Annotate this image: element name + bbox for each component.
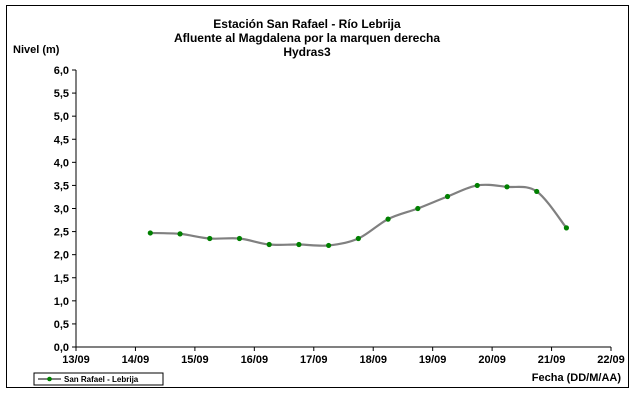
x-tick-label: 15/09 — [181, 354, 209, 366]
y-tick-label: 6,0 — [54, 65, 69, 77]
data-point — [148, 230, 153, 235]
x-tick-label: 13/09 — [62, 354, 90, 366]
x-tick-label: 19/09 — [419, 354, 447, 366]
y-tick-label: 2,0 — [54, 250, 69, 262]
x-tick-label: 18/09 — [359, 354, 387, 366]
y-tick-label: 0,0 — [54, 342, 69, 354]
data-point — [177, 231, 182, 236]
chart-title-line-1: Estación San Rafael - Río Lebrija — [213, 17, 401, 31]
data-point — [267, 242, 272, 247]
y-tick-label: 2,5 — [54, 227, 69, 239]
y-axis-title: Nivel (m) — [13, 44, 60, 56]
y-tick-label: 0,5 — [54, 319, 69, 331]
y-tick-label: 4,0 — [54, 157, 69, 169]
x-tick-label: 16/09 — [241, 354, 269, 366]
chart-frame: Estación San Rafael - Río Lebrija Afluen… — [6, 5, 629, 388]
data-point — [445, 194, 450, 199]
data-point — [356, 236, 361, 241]
data-point — [237, 236, 242, 241]
data-point — [207, 236, 212, 241]
chart-title-line-3: Hydras3 — [283, 45, 331, 59]
data-point — [385, 217, 390, 222]
legend: San Rafael - Lebrija — [34, 373, 163, 385]
data-point — [564, 225, 569, 230]
y-tick-label: 1,0 — [54, 296, 69, 308]
data-point — [475, 183, 480, 188]
data-point — [534, 189, 539, 194]
y-tick-label: 1,5 — [54, 273, 69, 285]
data-point — [326, 243, 331, 248]
chart: Estación San Rafael - Río Lebrija Afluen… — [7, 6, 628, 387]
x-tick-label: 21/09 — [538, 354, 566, 366]
x-tick-label: 22/09 — [597, 354, 625, 366]
chart-title-line-2: Afluente al Magdalena por la marquen der… — [174, 31, 440, 45]
y-tick-label: 3,5 — [54, 180, 69, 192]
x-tick-label: 20/09 — [478, 354, 506, 366]
data-point — [504, 184, 509, 189]
x-axis-title: Fecha (DD/M/AA) — [532, 372, 622, 384]
data-point — [296, 242, 301, 247]
y-tick-label: 3,0 — [54, 204, 69, 216]
x-tick-label: 17/09 — [300, 354, 328, 366]
legend-label: San Rafael - Lebrija — [64, 375, 139, 384]
data-point — [415, 206, 420, 211]
y-tick-label: 5,0 — [54, 111, 69, 123]
x-tick-label: 14/09 — [122, 354, 150, 366]
legend-marker — [47, 377, 52, 382]
y-tick-label: 5,5 — [54, 88, 69, 100]
y-tick-label: 4,5 — [54, 134, 69, 146]
